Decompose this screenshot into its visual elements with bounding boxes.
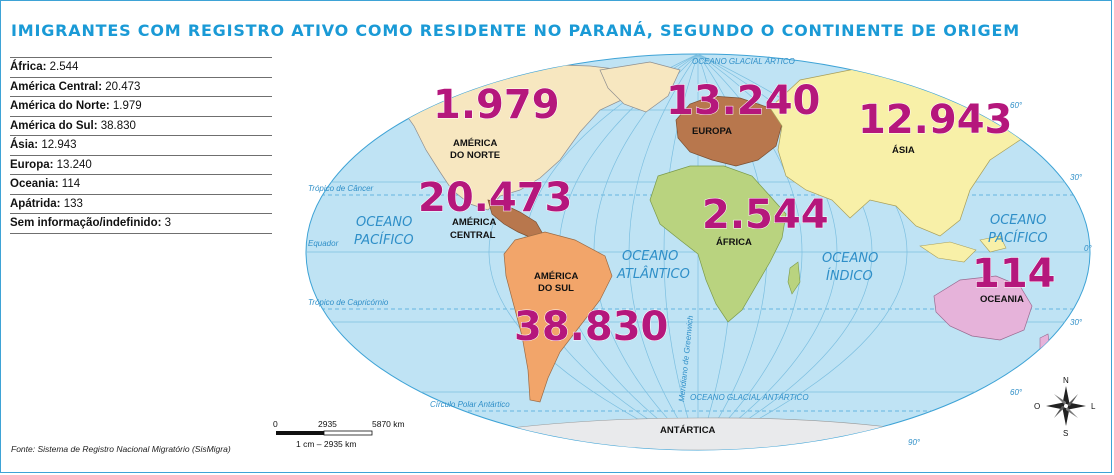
compass-n-label: N <box>1063 376 1069 385</box>
legend-row: Sem informação/indefinido: 3 <box>10 213 272 234</box>
scale-bar: 0 2935 5870 km 1 cm – 2935 km <box>273 419 405 449</box>
antarctic-ocean-label: OCEANO GLACIAL ANTÁRTICO <box>690 393 809 402</box>
greenland-landmass <box>599 61 681 113</box>
compass-l-label: L <box>1091 402 1096 411</box>
legend-row: América do Sul: 38.830 <box>10 115 272 136</box>
australia-landmass <box>933 275 1033 341</box>
legend-row: Apátrida: 133 <box>10 193 272 214</box>
new-zealand-landmass <box>1039 333 1051 359</box>
legend-label: Oceania <box>10 178 55 190</box>
lat-label: 30° <box>1070 173 1083 182</box>
legend-value: 133 <box>63 197 83 210</box>
count-oceania: 114 <box>972 251 1056 297</box>
continent-label: CENTRAL <box>450 230 496 241</box>
europe-landmass <box>675 95 783 167</box>
continent-label: AMÉRICA <box>453 138 497 149</box>
legend-label: Ásia <box>10 139 35 151</box>
legend-label: Sem informação/indefinido <box>10 217 158 229</box>
south-america-landmass <box>503 231 613 403</box>
lat-label: 30° <box>1070 318 1083 327</box>
legend-table: África: 2.544 América Central: 20.473 Am… <box>10 57 272 234</box>
legend-value: 20.473 <box>105 80 141 93</box>
continent-label: DO NORTE <box>450 150 500 161</box>
source-note: Fonte: Sistema de Registro Nacional Migr… <box>11 444 231 454</box>
figure-title: IMIGRANTES COM REGISTRO ATIVO COMO RESID… <box>11 21 1020 40</box>
count-south-america: 38.830 <box>514 304 668 350</box>
continent-label: OCEANIA <box>980 294 1024 305</box>
ocean-label: OCEANO <box>622 249 678 264</box>
legend-value: 1.979 <box>112 100 142 112</box>
lat-label: 90° <box>908 438 921 447</box>
legend-value: 13.240 <box>56 158 92 171</box>
north-america-landmass <box>394 63 661 211</box>
count-central-america: 20.473 <box>418 175 572 221</box>
lat-label: 0° <box>1084 244 1092 253</box>
legend-label: Apátrida <box>10 197 57 210</box>
count-africa: 2.544 <box>702 192 829 238</box>
legend-row: África: 2.544 <box>10 57 272 77</box>
ocean-label: ATLÂNTICO <box>616 266 690 282</box>
legend-label: América do Sul <box>10 119 94 132</box>
scale-tick-label: 0 <box>273 419 278 429</box>
tropic-cancer-label: Trópico de Câncer <box>308 184 374 193</box>
lat-label: 60° <box>1010 388 1023 397</box>
scale-tick-label: 5870 km <box>372 419 405 429</box>
lat-label: 60° <box>1010 101 1023 110</box>
scale-caption: 1 cm – 2935 km <box>296 439 356 449</box>
ocean-label: OCEANO <box>356 215 412 230</box>
legend-value: 2.544 <box>49 61 79 73</box>
tropic-capricorn-label: Trópico de Capricórnio <box>308 298 389 307</box>
legend-label: África <box>10 61 43 73</box>
compass-s-label: S <box>1063 429 1068 438</box>
legend-row: Europa: 13.240 <box>10 154 272 175</box>
compass-o-label: O <box>1034 402 1040 411</box>
equator-label: Equador <box>308 239 339 248</box>
continent-label: ÁSIA <box>892 145 915 156</box>
legend-value: 12.943 <box>41 139 77 151</box>
legend-row: Ásia: 12.943 <box>10 135 272 155</box>
compass-rose-icon: N S L O <box>1034 376 1096 438</box>
madagascar-landmass <box>787 261 801 295</box>
ocean-label: PACÍFICO <box>354 232 414 248</box>
legend-row: América do Norte: 1.979 <box>10 96 272 116</box>
legend-row: Oceania: 114 <box>10 174 272 194</box>
ocean-label: PACÍFICO <box>988 230 1048 246</box>
continent-label: AMÉRICA <box>534 271 578 282</box>
ocean-label: OCEANO <box>990 213 1046 228</box>
ocean-label: ÍNDICO <box>826 268 873 284</box>
count-europe: 13.240 <box>666 78 820 124</box>
southeast-asia-islands <box>919 235 1007 263</box>
continent-label: AMÉRICA <box>452 217 496 228</box>
continent-label: DO SUL <box>538 283 574 294</box>
legend-label: América do Norte <box>10 100 106 112</box>
legend-row: América Central: 20.473 <box>10 76 272 97</box>
legend-label: América Central <box>10 80 99 93</box>
continent-label: EUROPA <box>692 126 732 137</box>
continent-label: ANTÁRTICA <box>660 425 716 436</box>
legend-value: 38.830 <box>100 119 136 132</box>
continent-label: ÁFRICA <box>716 237 752 248</box>
count-asia: 12.943 <box>858 97 1012 143</box>
antarctic-circle-label: Círculo Polar Antártico <box>430 400 510 409</box>
arctic-ocean-label: OCEANO GLACIAL ÁRTICO <box>692 57 795 66</box>
ocean-label: OCEANO <box>822 251 878 266</box>
scale-tick-label: 2935 <box>318 419 337 429</box>
africa-landmass <box>649 165 787 323</box>
count-north-america: 1.979 <box>433 82 560 128</box>
legend-label: Europa <box>10 158 50 171</box>
legend-value: 3 <box>164 217 172 229</box>
legend-value: 114 <box>61 178 81 190</box>
